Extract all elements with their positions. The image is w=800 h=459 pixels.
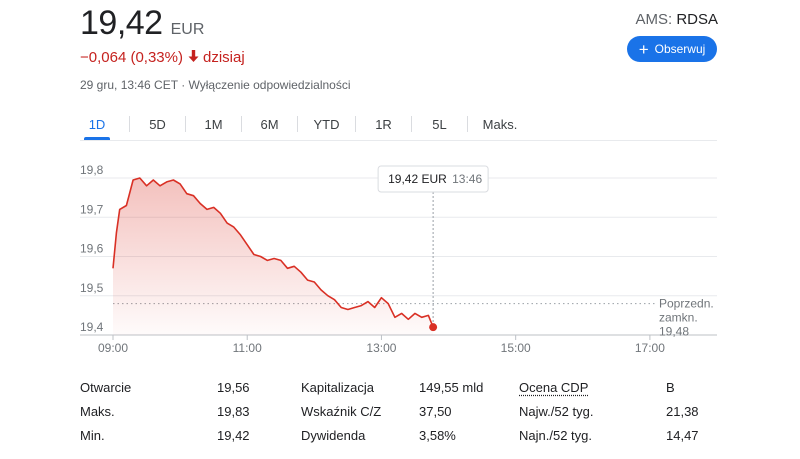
current-price: 19,42 (80, 4, 163, 42)
symbol-label: RDSA (676, 11, 718, 28)
tab-divider (467, 116, 468, 132)
tooltip-box (377, 165, 489, 193)
stat-label-low: Min. (80, 428, 105, 443)
stat-value-dividend: 3,58% (419, 428, 456, 443)
tab-divider (241, 116, 242, 132)
previous-close-label: zamkn. (659, 311, 698, 325)
tab-divider (355, 116, 356, 132)
stat-label-52w-low: Najn./52 tyg. (519, 428, 592, 443)
y-tick-label: 19,5 (80, 281, 104, 295)
y-tick-label: 19,4 (80, 320, 104, 334)
quote-timestamp: 29 gru, 13:46 CET (80, 78, 178, 92)
tab-6m[interactable]: 6M (260, 116, 279, 132)
y-tick-label: 19,6 (80, 242, 104, 256)
tab-1d[interactable]: 1D (80, 110, 114, 140)
price-chart[interactable]: 19,8 19,7 19,6 19,5 19,4 09:00 11:00 13:00 15:00… (0, 150, 800, 365)
disclaimer-link[interactable]: Wyłączenie odpowiedzialności (188, 78, 351, 92)
tooltip-price: 19,42 EUR (388, 172, 447, 186)
stat-value-low: 19,42 (217, 428, 250, 443)
ticker-symbol: AMS: RDSA (635, 11, 718, 28)
previous-close-label: Poprzedn. (659, 297, 714, 311)
stat-value-open: 19,56 (217, 380, 250, 395)
stat-label-pe-ratio: Wskaźnik C/Z (301, 404, 382, 419)
currency-label: EUR (170, 21, 205, 38)
change-period: dzisiaj (203, 49, 245, 66)
price-line (112, 177, 434, 328)
stat-value-52w-high: 21,38 (666, 404, 699, 419)
stat-label-high: Maks. (80, 404, 115, 419)
stats-row: Otwarcie 19,56 Kapitalizacja 149,55 mld … (80, 380, 720, 400)
price-area (113, 178, 434, 335)
meta-separator: · (181, 78, 189, 92)
arrow-down-icon (188, 49, 199, 66)
quote-meta: 29 gru, 13:46 CET · Wyłączenie odpowiedz… (80, 78, 351, 92)
stats-row: Min. 19,42 Dywidenda 3,58% Najn./52 tyg.… (80, 428, 720, 448)
tab-1r[interactable]: 1R (375, 116, 392, 132)
x-tick-label: 17:00 (635, 341, 665, 355)
follow-label: Obserwuj (654, 42, 706, 56)
price-header: 19,42 EUR (80, 4, 204, 43)
stat-value-52w-low: 14,47 (666, 428, 699, 443)
stat-label-market-cap: Kapitalizacja (301, 380, 374, 395)
stat-value-pe-ratio: 37,50 (419, 404, 452, 419)
plus-icon: + (638, 39, 649, 59)
tab-divider (297, 116, 298, 132)
tooltip-time: 13:46 (452, 172, 482, 186)
stat-value-high: 19,83 (217, 404, 250, 419)
x-tick-label: 13:00 (366, 341, 396, 355)
tab-divider (411, 116, 412, 132)
stat-label-open: Otwarcie (80, 380, 132, 395)
current-point-dot (429, 323, 438, 332)
stat-value-cdp: B (666, 380, 675, 395)
stats-row: Maks. 19,83 Wskaźnik C/Z 37,50 Najw./52 … (80, 404, 720, 424)
stat-value-market-cap: 149,55 mld (419, 380, 484, 395)
tab-ytd[interactable]: YTD (313, 116, 340, 132)
exchange-label: AMS: (635, 11, 673, 28)
stat-label-52w-high: Najw./52 tyg. (519, 404, 594, 419)
x-tick-label: 11:00 (233, 341, 262, 355)
stat-label-dividend: Dywidenda (301, 428, 366, 443)
tab-divider (185, 116, 186, 132)
stat-label-cdp[interactable]: Ocena CDP (519, 380, 589, 395)
follow-button[interactable]: + Obserwuj (627, 36, 717, 62)
tabs-underline (80, 140, 717, 141)
price-change: −0,064 (0,33%) dzisiaj (80, 49, 245, 66)
tab-5d[interactable]: 5D (149, 116, 166, 132)
tab-max[interactable]: Maks. (482, 116, 518, 132)
y-tick-label: 19,7 (80, 202, 104, 216)
tab-divider (129, 116, 130, 132)
y-tick-label: 19,8 (80, 163, 104, 177)
previous-close-label: 19,48 (659, 325, 689, 339)
x-tick-label: 15:00 (501, 341, 531, 355)
tab-5l[interactable]: 5L (432, 116, 447, 132)
change-value: −0,064 (0,33%) (80, 49, 183, 66)
x-tick-label: 09:00 (98, 341, 128, 355)
range-tabs: 1D 5D 1M 6M YTD 1R 5L Maks. (80, 110, 532, 140)
tab-1m[interactable]: 1M (204, 116, 223, 132)
